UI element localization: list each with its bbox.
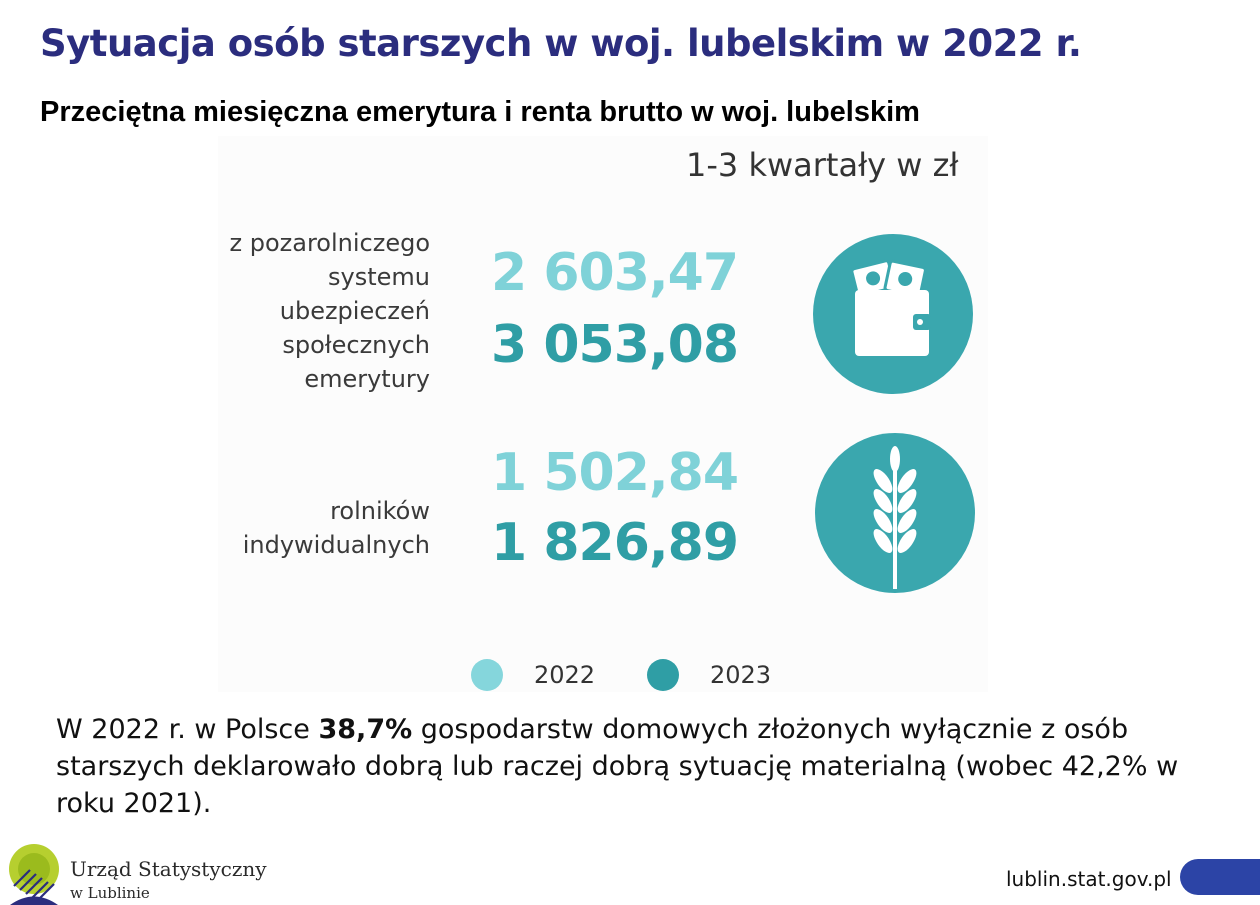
legend-label-2023: 2023 [710,661,772,689]
wheat-icon [815,433,975,593]
page-title: Sytuacja osób starszych w woj. lubelskim… [40,22,1082,65]
label-line: emerytury [304,365,430,393]
value-nonagricultural-2023: 3 053,08 [491,315,739,375]
page-subtitle: Przeciętna miesięczna emerytura i renta … [40,96,920,128]
wallet-money-icon [813,234,973,394]
label-line: społecznych [282,331,430,359]
label-line: z pozarolniczego [229,229,431,257]
label-line: indywidualnych [242,531,430,559]
footer-accent-bar [1180,859,1260,895]
legend-dot-2022 [471,659,503,691]
summary-suffix: gospodarstw domowych złożonych wyłącznie… [56,714,1179,819]
label-line: rolników [330,497,430,525]
org-name: Urząd Statystyczny [70,857,267,881]
group-label-nonagricultural: z pozarolniczego systemu ubezpieczeń spo… [170,226,431,396]
legend-label-2022: 2022 [534,661,596,689]
label-line: ubezpieczeń [279,297,430,325]
value-nonagricultural-2022: 2 603,47 [491,243,739,303]
org-city: w Lublinie [70,884,150,902]
label-line: systemu [328,263,430,291]
legend-dot-2023 [647,659,679,691]
summary-prefix: W 2022 r. w Polsce [56,714,319,745]
period-label: 1-3 kwartały w zł [686,146,959,184]
gus-logo-icon [9,844,59,905]
summary-highlight: 38,7% [318,714,413,745]
group-label-farmers: rolników indywidualnych [170,494,430,562]
website-link[interactable]: lublin.stat.gov.pl [1006,867,1172,891]
summary-paragraph: W 2022 r. w Polsce 38,7% gospodarstw dom… [56,711,1216,822]
value-farmers-2023: 1 826,89 [491,513,739,573]
infographic-panel [218,136,988,692]
value-farmers-2022: 1 502,84 [491,443,739,503]
